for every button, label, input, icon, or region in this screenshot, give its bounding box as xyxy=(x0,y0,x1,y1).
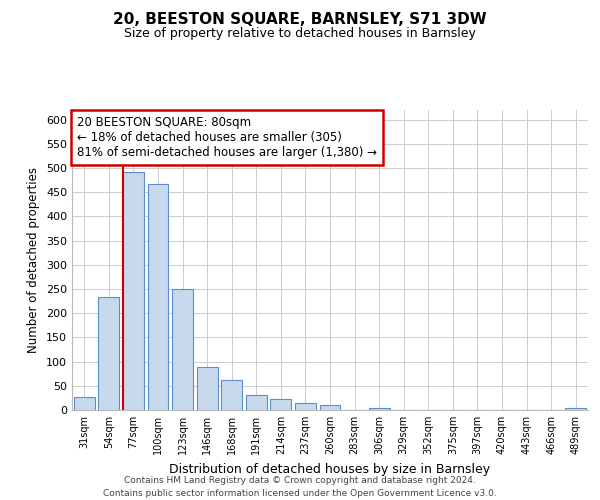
Text: Contains HM Land Registry data © Crown copyright and database right 2024.
Contai: Contains HM Land Registry data © Crown c… xyxy=(103,476,497,498)
Bar xyxy=(565,408,586,410)
Bar xyxy=(246,396,267,410)
Bar xyxy=(98,298,119,410)
Bar xyxy=(271,399,292,410)
Text: Size of property relative to detached houses in Barnsley: Size of property relative to detached ho… xyxy=(124,28,476,40)
Bar xyxy=(74,398,95,410)
X-axis label: Distribution of detached houses by size in Barnsley: Distribution of detached houses by size … xyxy=(169,462,491,475)
Bar xyxy=(295,403,316,410)
Bar xyxy=(123,172,144,410)
Bar xyxy=(221,380,242,410)
Bar xyxy=(320,405,340,410)
Bar xyxy=(368,408,389,410)
Text: 20, BEESTON SQUARE, BARNSLEY, S71 3DW: 20, BEESTON SQUARE, BARNSLEY, S71 3DW xyxy=(113,12,487,28)
Bar xyxy=(172,289,193,410)
Text: 20 BEESTON SQUARE: 80sqm
← 18% of detached houses are smaller (305)
81% of semi-: 20 BEESTON SQUARE: 80sqm ← 18% of detach… xyxy=(77,116,377,159)
Bar xyxy=(197,368,218,410)
Bar xyxy=(148,184,169,410)
Y-axis label: Number of detached properties: Number of detached properties xyxy=(28,167,40,353)
